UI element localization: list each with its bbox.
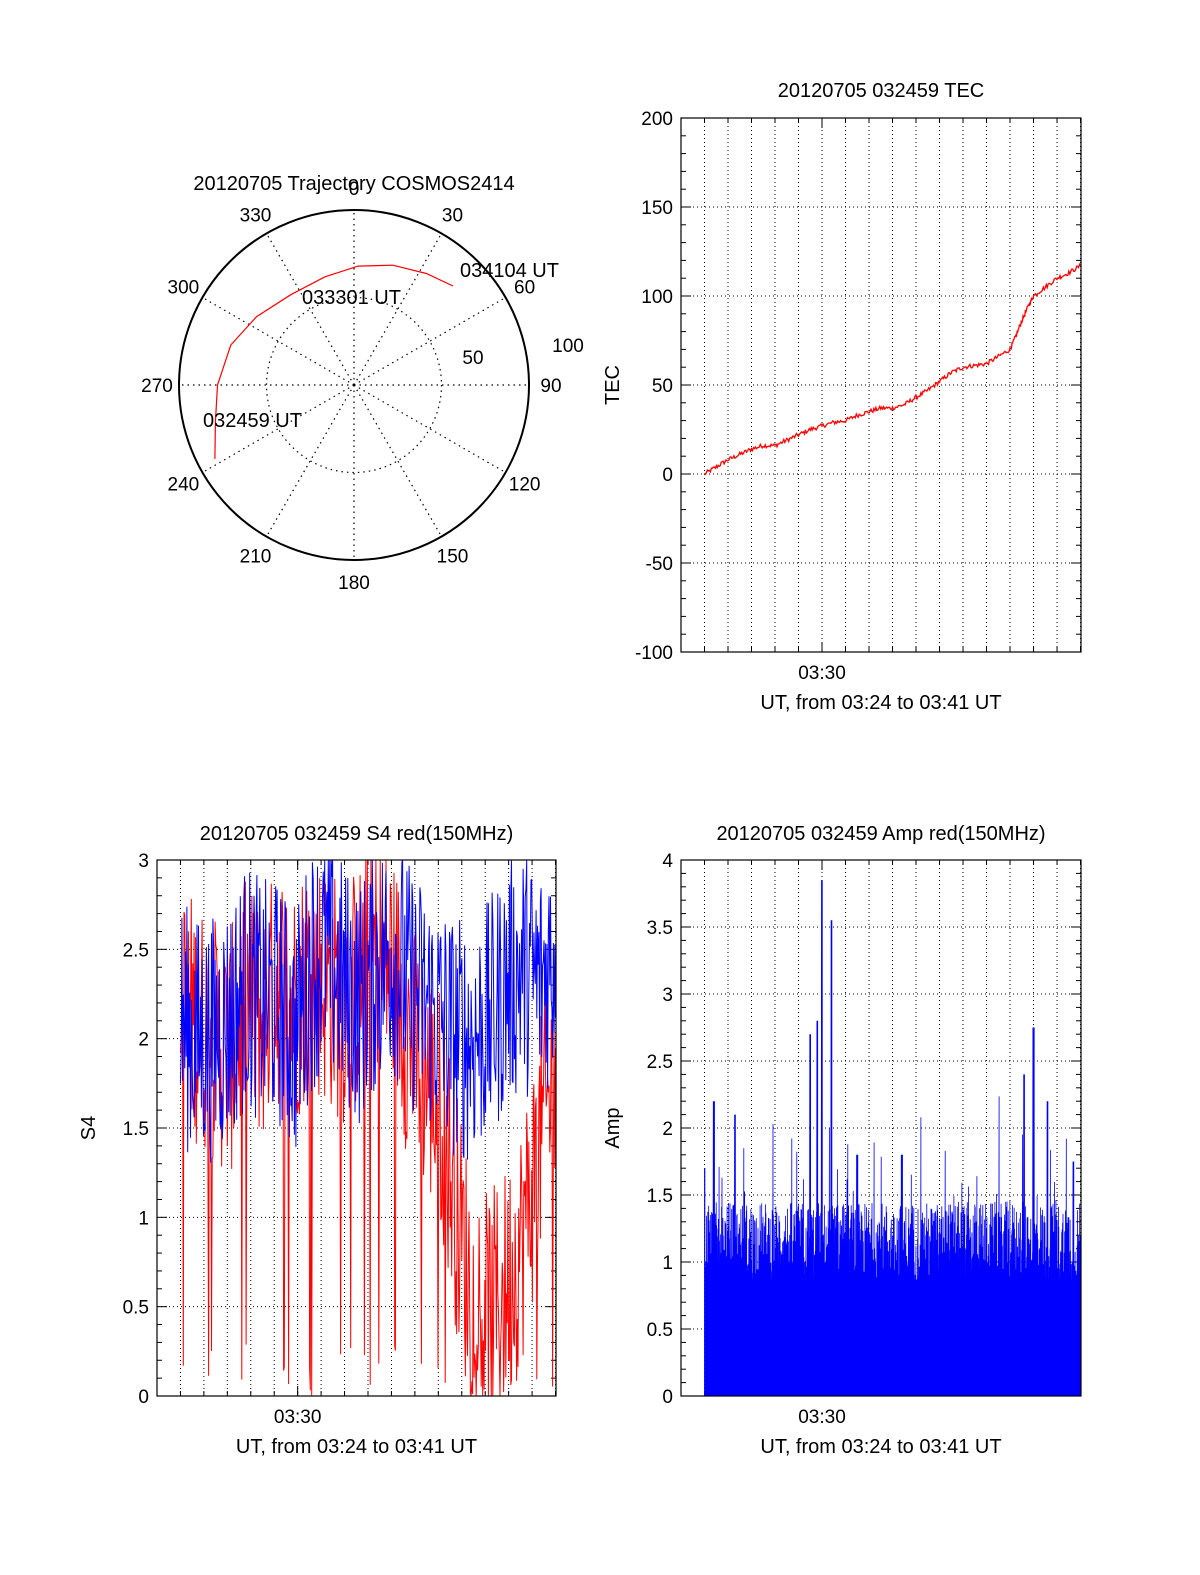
y-tick-label: 150 (641, 198, 673, 219)
plot-area (179, 859, 556, 1397)
y-axis-label: TEC (602, 365, 624, 405)
polar-spoke (265, 384, 355, 537)
azimuth-tick-label: 210 (240, 547, 272, 568)
azimuth-tick-label: 90 (540, 376, 561, 397)
y-tick-label: 1 (138, 1208, 149, 1229)
chart-title: 20120705 032459 Amp red(150MHz) (716, 823, 1045, 845)
x-axis-label: UT, from 03:24 to 03:41 UT (236, 1436, 477, 1458)
y-tick-label: 0.5 (647, 1320, 673, 1341)
x-axis-label: UT, from 03:24 to 03:41 UT (760, 692, 1001, 714)
tec-panel: 20120705 032459 TEC -100 -50 0 50 100 150 200 03… (602, 80, 1082, 714)
x-tick-label: 03:30 (274, 1407, 322, 1428)
y-tick-label: 0 (662, 465, 673, 486)
plot-area (704, 880, 1081, 1397)
polar-spoke (353, 384, 443, 537)
azimuth-tick-label: 240 (168, 475, 200, 496)
chart-title: 20120705 Trajectory COSMOS2414 (193, 173, 514, 195)
chart-title: 20120705 032459 TEC (778, 80, 984, 102)
trajectory-track (214, 264, 454, 459)
y-tick-label: 0 (662, 1387, 673, 1408)
polar-spoke (353, 296, 506, 386)
track-label-start: 032459 UT (203, 410, 302, 432)
polar-spoke (265, 233, 355, 386)
y-tick-label: -100 (635, 643, 673, 664)
azimuth-tick-label: 270 (141, 376, 173, 397)
y-tick-label: 200 (641, 109, 673, 130)
y-tick-label: 3 (138, 851, 149, 872)
y-tick-label: 100 (641, 287, 673, 308)
y-tick-label: 2 (662, 1119, 673, 1140)
y-tick-label: 1 (662, 1253, 673, 1274)
azimuth-tick-label: 0 (349, 179, 360, 200)
s4-series-blue (179, 859, 556, 1164)
x-tick-label: 03:30 (798, 1407, 846, 1428)
azimuth-tick-label: 330 (240, 205, 272, 226)
x-axis-label: UT, from 03:24 to 03:41 UT (760, 1436, 1001, 1458)
azimuth-tick-label: 60 (514, 278, 535, 299)
polar-outer-ring (178, 209, 530, 561)
y-tick-label: 2.5 (123, 940, 149, 961)
y-axis-label: Amp (602, 1107, 624, 1148)
s4-panel: 20120705 032459 S4 red(150MHz) 0 0.5 1 1.5 2 2… (78, 823, 557, 1458)
azimuth-tick-label: 120 (509, 475, 541, 496)
plot-frame (680, 859, 1082, 1397)
azimuth-tick-label: 180 (338, 573, 370, 594)
plot-frame (680, 117, 1082, 653)
amp-series-area (704, 880, 1081, 1397)
chart-title: 20120705 032459 S4 red(150MHz) (200, 823, 514, 845)
y-tick-label: 4 (662, 851, 673, 872)
polar-spoke (353, 384, 506, 474)
azimuth-tick-label: 150 (437, 547, 469, 568)
plot-area (704, 262, 1082, 476)
azimuth-tick-label: 300 (168, 278, 200, 299)
plot-frame (156, 859, 557, 1397)
tec-series-line (704, 262, 1082, 476)
y-tick-label: 3 (662, 985, 673, 1006)
y-tick-label: 1.5 (647, 1186, 673, 1207)
track-label-mid: 033301 UT (302, 287, 401, 309)
y-tick-label: 0 (138, 1387, 149, 1408)
y-tick-label: 2 (138, 1030, 149, 1051)
radial-tick-label: 50 (462, 348, 483, 369)
azimuth-tick-label: 30 (442, 205, 463, 226)
radial-tick-label: 100 (552, 336, 584, 357)
amp-panel: 20120705 032459 Amp red(150MHz) 0 0.5 1 1.5 2… (602, 823, 1082, 1458)
y-tick-label: 0.5 (123, 1298, 149, 1319)
y-axis-label: S4 (78, 1116, 100, 1140)
y-tick-label: 2.5 (647, 1052, 673, 1073)
polar-inner-ring (265, 296, 443, 474)
y-tick-label: 1.5 (123, 1119, 149, 1140)
y-tick-label: -50 (646, 554, 673, 575)
track-label-end: 034104 UT (460, 260, 559, 282)
x-tick-label: 03:30 (798, 663, 846, 684)
y-tick-label: 50 (652, 376, 673, 397)
y-tick-label: 3.5 (647, 918, 673, 939)
